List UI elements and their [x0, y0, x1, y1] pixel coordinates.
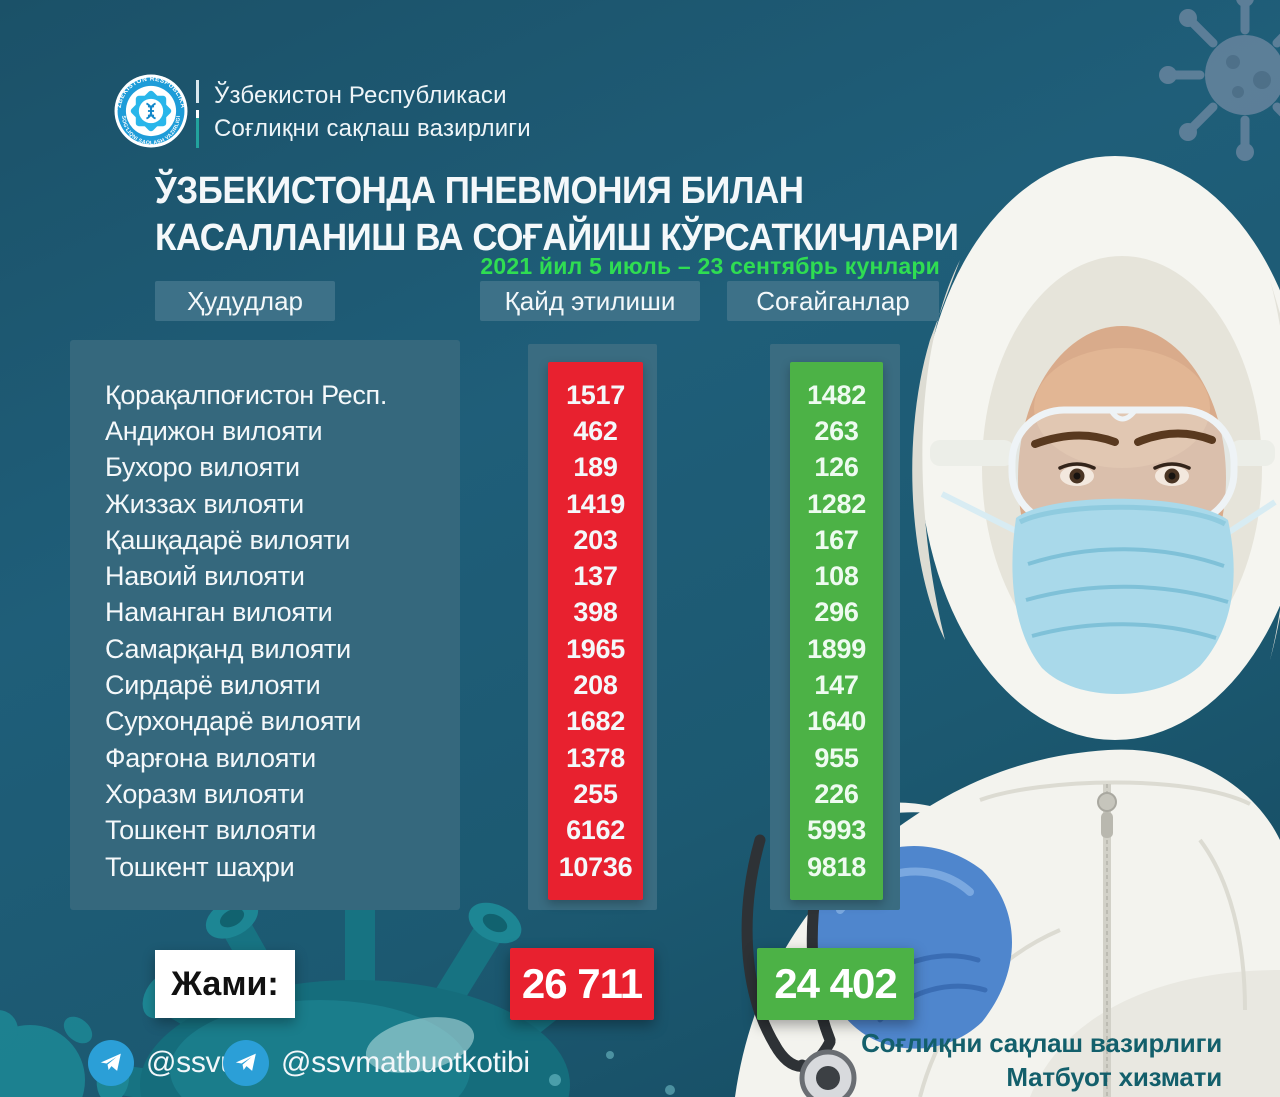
region-label: Андижон вилояти — [105, 415, 323, 446]
ministry-line1: Ўзбекистон Республикаси — [214, 82, 507, 109]
region-label: Сирдарё вилояти — [105, 670, 321, 701]
credit-line2: Матбуот хизмати — [1006, 1062, 1222, 1092]
region-label: Қорақалпоғистон Респ. — [105, 379, 388, 410]
title-line1: ЎЗБЕКИСТОНДА ПНЕВМОНИЯ БИЛАН — [155, 170, 804, 212]
column-header-registered: Қайд этилиши — [480, 281, 700, 321]
telegram-icon — [223, 1040, 269, 1086]
ministry-line2: Соғлиқни сақлаш вазирлиги — [214, 115, 531, 142]
press-service-credit: Соғлиқни сақлаш вазирлиги Матбуот хизмат… — [861, 1026, 1222, 1094]
ministry-name: Ўзбекистон Республикаси Соғлиқни сақлаш … — [214, 79, 531, 145]
recovered-value: 1482 — [807, 379, 866, 410]
totals-registered: 26 711 — [510, 948, 654, 1020]
region-label: Фарғона вилояти — [105, 742, 316, 773]
recovered-values-column: 1482 263 126 1282 167 108 296 1899 147 1640 955 226… — [790, 362, 883, 900]
registered-value: 189 — [573, 452, 618, 483]
recovered-value: 5993 — [807, 815, 866, 846]
registered-value: 1419 — [566, 488, 625, 519]
recovered-value: 1899 — [807, 633, 866, 664]
region-label: Жиззах вилояти — [105, 488, 304, 519]
registered-value: 203 — [573, 524, 618, 555]
period-label: 2021 йил 5 июль – 23 сентябрь кунлари — [480, 253, 940, 279]
region-label: Хоразм вилояти — [105, 778, 305, 809]
region-label: Навоий вилояти — [105, 561, 305, 592]
region-label: Наманган вилояти — [105, 597, 333, 628]
registered-value: 1517 — [566, 379, 625, 410]
registered-values-list: 1517 462 189 1419 203 137 398 1965 208 1682 1378 25… — [548, 362, 643, 885]
column-header-regions: Ҳудудлар — [155, 281, 335, 321]
dna-icon — [145, 102, 157, 120]
recovered-value: 147 — [814, 670, 859, 701]
region-label: Сурхондарё вилояти — [105, 706, 362, 737]
registered-value: 255 — [573, 778, 618, 809]
regions-list: Қорақалпоғистон Респ. Андижон вилояти Бухо… — [70, 340, 460, 885]
telegram-handle-ssvmatbuotkotibi[interactable]: @ssvmatbuotkotibi — [223, 1040, 530, 1086]
totals-label: Жами: — [155, 950, 295, 1018]
recovered-value: 1282 — [807, 488, 866, 519]
registered-value: 1965 — [566, 633, 625, 664]
telegram-icon — [88, 1040, 134, 1086]
region-label: Тошкент шаҳри — [105, 851, 295, 882]
column-header-recovered: Соғайганлар — [727, 281, 939, 321]
recovered-value: 955 — [814, 742, 859, 773]
registered-value: 1682 — [566, 706, 625, 737]
registered-value: 1378 — [566, 742, 625, 773]
recovered-value: 1640 — [807, 706, 866, 737]
credit-line1: Соғлиқни сақлаш вазирлиги — [861, 1028, 1222, 1058]
recovered-value: 167 — [814, 524, 859, 555]
virus-watermark-icon — [1159, 0, 1280, 161]
recovered-value: 263 — [814, 415, 859, 446]
page-title: ЎЗБЕКИСТОНДА ПНЕВМОНИЯ БИЛАН КАСАЛЛАНИШ … — [155, 168, 959, 262]
region-label: Қашқадарё вилояти — [105, 524, 351, 555]
registered-value: 10736 — [558, 851, 633, 882]
recovered-values-list: 1482 263 126 1282 167 108 296 1899 147 1640 955 226… — [790, 362, 883, 885]
recovered-value: 226 — [814, 778, 859, 809]
region-label: Самарқанд вилояти — [105, 633, 351, 664]
ministry-logo: O'ZBEKISTON RESPUBLIKASI SOG'LIQNI SAQLA… — [113, 73, 188, 148]
regions-panel: Қорақалпоғистон Респ. Андижон вилояти Бухо… — [70, 340, 460, 910]
region-label: Бухоро вилояти — [105, 452, 300, 483]
registered-value: 462 — [573, 415, 618, 446]
title-line2: КАСАЛЛАНИШ ВА СОҒАЙИШ КЎРСАТКИЧЛАРИ — [155, 217, 959, 259]
recovered-value: 108 — [814, 561, 859, 592]
recovered-value: 9818 — [807, 851, 866, 882]
registered-value: 6162 — [566, 815, 625, 846]
recovered-value: 126 — [814, 452, 859, 483]
region-label: Тошкент вилояти — [105, 815, 317, 846]
telegram-handle-label: @ssvmatbuotkotibi — [281, 1046, 530, 1079]
registered-value: 398 — [573, 597, 618, 628]
header-divider — [196, 80, 199, 148]
recovered-value: 296 — [814, 597, 859, 628]
registered-value: 137 — [573, 561, 618, 592]
registered-values-column: 1517 462 189 1419 203 137 398 1965 208 1682 1378 25… — [548, 362, 643, 900]
totals-recovered: 24 402 — [757, 948, 914, 1020]
registered-value: 208 — [573, 670, 618, 701]
